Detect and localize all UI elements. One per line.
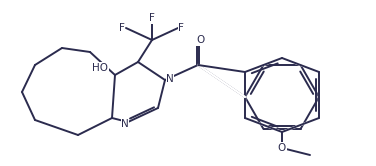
Text: F: F bbox=[149, 13, 155, 23]
Text: N: N bbox=[166, 74, 174, 84]
Text: HO: HO bbox=[92, 63, 108, 73]
Text: O: O bbox=[278, 143, 286, 153]
Text: F: F bbox=[119, 23, 125, 33]
Text: O: O bbox=[196, 35, 204, 45]
Text: F: F bbox=[178, 23, 184, 33]
Text: N: N bbox=[121, 119, 129, 129]
